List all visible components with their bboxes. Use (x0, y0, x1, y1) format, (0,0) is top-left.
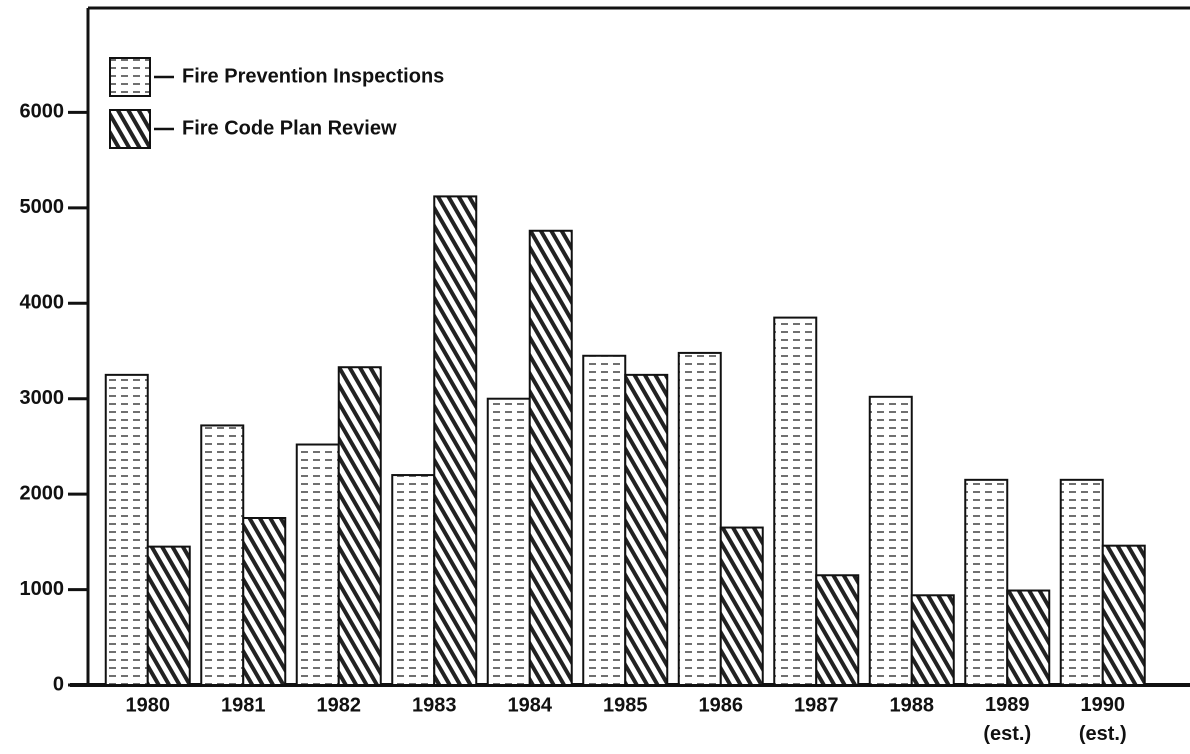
bar (1101, 544, 1146, 686)
legend-swatch (109, 109, 151, 149)
legend-label: Fire Code Plan Review (182, 117, 397, 139)
x-tick-label: 1981 (221, 694, 266, 716)
y-tick-label: 5000 (20, 196, 65, 218)
y-tick-label: 6000 (20, 101, 65, 123)
bar (719, 526, 764, 686)
bar (104, 373, 149, 686)
x-tick-label: 1990 (est.) (1079, 694, 1127, 745)
x-tick-label-line: 1989 (985, 694, 1030, 716)
bar (486, 397, 531, 686)
x-tick-label: 1988 (890, 694, 935, 716)
y-tick-label: 0 (53, 673, 64, 695)
x-tick-label: 1987 (794, 694, 839, 716)
x-tick-label-line: (est.) (1079, 723, 1127, 745)
x-tick-label: 1986 (699, 694, 744, 716)
bar (295, 443, 340, 686)
bar (391, 474, 436, 686)
x-tick-label-line: 1990 (1081, 694, 1126, 716)
bar (910, 594, 955, 686)
bar (337, 366, 382, 686)
x-tick-label: 1982 (317, 694, 362, 716)
x-tick-label: 1984 (508, 694, 553, 716)
bar (1006, 589, 1051, 686)
bar (242, 517, 287, 686)
y-tick-label: 4000 (20, 292, 65, 314)
y-tick-label: 1000 (20, 578, 65, 600)
bar (528, 229, 573, 686)
bar (433, 195, 478, 687)
legend-swatch (109, 57, 151, 97)
x-tick-label: 1980 (126, 694, 171, 716)
legend-label: Fire Prevention Inspections (182, 65, 444, 87)
bar (964, 478, 1009, 687)
bar (815, 574, 860, 686)
bar (146, 545, 191, 687)
y-tick-label: 3000 (20, 387, 65, 409)
bar (582, 354, 627, 686)
bar (773, 316, 818, 686)
x-tick-label-line: (est.) (983, 723, 1031, 745)
x-tick-label: 1989 (est.) (983, 694, 1031, 745)
bar (868, 395, 913, 686)
x-tick-label: 1985 (603, 694, 648, 716)
bar (1059, 478, 1104, 687)
bar (200, 424, 245, 686)
x-tick-label: 1983 (412, 694, 457, 716)
bar (624, 373, 669, 686)
bar (677, 351, 722, 686)
y-tick-label: 2000 (20, 482, 65, 504)
